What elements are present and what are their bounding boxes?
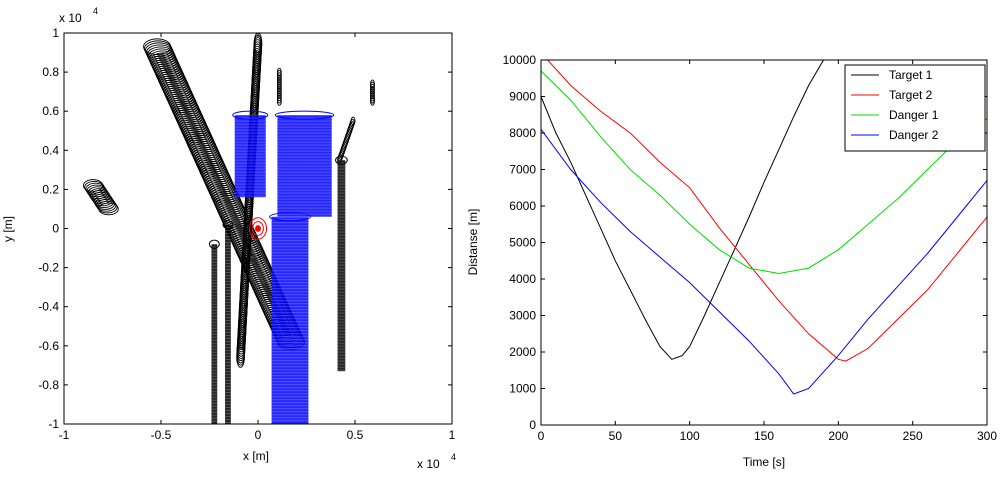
- series-line-danger-2: [541, 129, 987, 395]
- own-ship-ring: [248, 217, 268, 240]
- y-tick-label: 2000: [509, 345, 536, 359]
- blue-column-track-0: [269, 212, 311, 425]
- y-tick-label: 0.6: [42, 104, 59, 118]
- track-column-cap: [222, 220, 234, 230]
- track-column: [211, 244, 218, 424]
- legend-label: Target 1: [889, 68, 933, 82]
- track-ellipse: [97, 200, 118, 214]
- y-tick-label: 0.2: [42, 182, 59, 196]
- series-line-target-2: [546, 60, 987, 362]
- track-column: [271, 216, 309, 424]
- x-tick-label: -1: [59, 428, 70, 442]
- legend-label: Danger 1: [889, 108, 939, 122]
- legend-box: [844, 64, 986, 152]
- series-line-danger-1: [541, 70, 987, 275]
- y-tick-label: 8000: [509, 126, 536, 140]
- track-plot-ticks: -1 -0.5 0 0.5 1 -1 -0.8 -0.6 -0.4 -0.2 0 0.2 0.4 0.6 0…: [38, 26, 455, 442]
- track-plot-xlabel: x [m]: [243, 449, 269, 463]
- y-tick-label: 0.8: [42, 65, 59, 79]
- y-tick-label: 4000: [509, 272, 536, 286]
- track-plot-y-exponent-label: x 10: [59, 11, 82, 25]
- blue-column-track-1: [232, 110, 269, 198]
- x-tick-label: -0.5: [151, 428, 172, 442]
- distance-plot: 0 50 100 150 200 250 3000100020003000400050006…: [466, 53, 998, 469]
- track-column-cap: [335, 155, 348, 165]
- track-ellipse: [236, 347, 245, 368]
- distance-plot-ticks: 0 50 100 150 200 250 3000100020003000400050006…: [503, 53, 998, 443]
- track-column: [225, 224, 231, 424]
- y-tick-label: 0: [529, 418, 536, 432]
- y-tick-label: 3000: [509, 309, 536, 323]
- y-tick-label: -0.2: [38, 261, 59, 275]
- y-tick-label: 10000: [503, 53, 537, 67]
- y-tick-label: 1000: [509, 382, 536, 396]
- track-column: [277, 115, 332, 217]
- black-track-3: [276, 67, 282, 106]
- track-ellipse: [98, 202, 119, 216]
- distance-plot-ylabel: Distanse [m]: [466, 209, 480, 276]
- y-tick-label: 0: [52, 222, 59, 236]
- black-track-4: [370, 79, 375, 106]
- black-track-5: [337, 116, 356, 165]
- legend-label: Target 2: [889, 88, 933, 102]
- series-line-target-1: [541, 60, 825, 360]
- x-tick-label: 0: [538, 429, 545, 443]
- y-tick-label: 9000: [509, 90, 536, 104]
- track-column-cap: [208, 239, 220, 249]
- x-tick-label: 1: [449, 428, 456, 442]
- y-tick-label: 0.4: [42, 143, 59, 157]
- x-tick-label: 300: [977, 429, 997, 443]
- x-tick-label: 200: [828, 429, 848, 443]
- y-tick-label: 1: [52, 26, 59, 40]
- track-column: [234, 115, 266, 198]
- track-column-cap: [274, 110, 335, 120]
- track-plot: -1 -0.5 0 0.5 1 -1 -0.8 -0.6 -0.4 -0.2 0 0.2 0.4 0.6 0…: [1, 6, 456, 471]
- x-tick-label: 100: [680, 429, 700, 443]
- x-tick-label: 0: [255, 428, 262, 442]
- track-ellipse: [276, 97, 282, 106]
- black-column-track-2: [335, 155, 348, 372]
- x-tick-label: 150: [754, 429, 774, 443]
- y-tick-label: 5000: [509, 236, 536, 250]
- own-ship-ring: [252, 221, 264, 236]
- black-column-track-0: [208, 239, 220, 425]
- y-tick-label: -0.6: [38, 339, 59, 353]
- track-ellipse: [370, 97, 375, 106]
- x-tick-label: 0.5: [347, 428, 364, 442]
- track-column: [337, 160, 346, 372]
- blue-column-track-2: [274, 110, 335, 218]
- own-ship-marker: [255, 225, 261, 232]
- track-plot-data: [82, 32, 375, 425]
- track-plot-x-exponent: 4: [451, 452, 456, 462]
- track-plot-y-exponent: 4: [93, 6, 98, 16]
- y-tick-label: 6000: [509, 199, 536, 213]
- black-column-track-1: [222, 220, 234, 424]
- x-tick-label: 50: [609, 429, 623, 443]
- y-tick-label: -1: [48, 417, 59, 431]
- x-tick-label: 250: [903, 429, 923, 443]
- track-plot-ylabel: y [m]: [1, 216, 15, 242]
- distance-plot-legend: Target 1 Target 2 Danger 1 Danger 2: [844, 64, 986, 152]
- y-tick-label: -0.4: [38, 300, 59, 314]
- track-plot-x-exponent-label: x 10: [417, 457, 440, 471]
- y-tick-label: 7000: [509, 163, 536, 177]
- black-track-1: [82, 179, 119, 216]
- distance-plot-data: [541, 60, 987, 395]
- distance-plot-xlabel: Time [s]: [743, 455, 785, 469]
- y-tick-label: -0.8: [38, 378, 59, 392]
- legend-label: Danger 2: [889, 128, 939, 142]
- track-column-cap: [232, 110, 269, 120]
